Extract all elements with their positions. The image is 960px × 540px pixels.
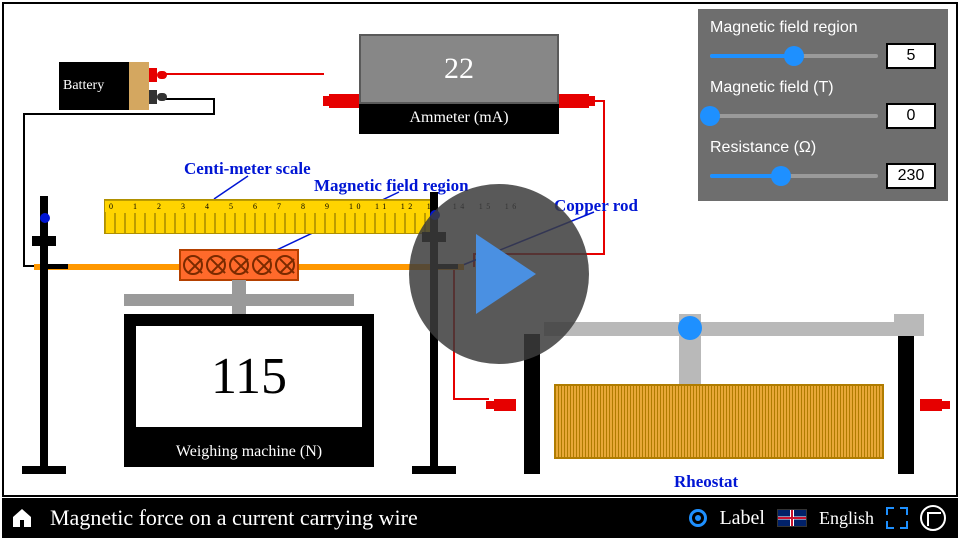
ammeter-plug-right: [559, 94, 589, 108]
value-mf-tesla[interactable]: 0: [886, 103, 936, 129]
home-icon: [10, 506, 34, 530]
value-resistance[interactable]: 230: [886, 163, 936, 189]
label-toggle-radio[interactable]: [689, 509, 707, 527]
control-mf-tesla: Magnetic field (T) 0: [710, 79, 936, 129]
battery: Battery: [59, 62, 129, 110]
rheostat: [514, 314, 924, 469]
simulation-stage: Battery 22 Ammeter (mA) Centi-meter scal…: [2, 2, 958, 497]
stand-marker-left: [40, 213, 50, 223]
slider-resistance[interactable]: [710, 169, 878, 183]
battery-terminal-neg: [149, 90, 157, 104]
slider-mf-region[interactable]: [710, 49, 878, 63]
slider-mf-tesla[interactable]: [710, 109, 878, 123]
ammeter-plug-left: [329, 94, 359, 108]
rheostat-knob[interactable]: [678, 316, 702, 340]
control-mf-tesla-label: Magnetic field (T): [710, 79, 936, 97]
page-title: Magnetic force on a current carrying wir…: [50, 505, 689, 531]
control-resistance-label: Resistance (Ω): [710, 139, 936, 157]
flag-icon: [777, 509, 807, 527]
label-mfregion: Magnetic field region: [314, 176, 469, 196]
home-button[interactable]: [2, 498, 42, 538]
retort-stand-left: [40, 196, 48, 466]
centimeter-scale: 0 1 2 3 4 5 6 7 8 9 10 11 12 13 14 15 16: [104, 199, 434, 234]
bottom-toolbar: Magnetic force on a current carrying wir…: [2, 498, 958, 538]
controls-panel: Magnetic field region 5 Magnetic field (…: [698, 9, 948, 201]
control-mf-region: Magnetic field region 5: [710, 19, 936, 69]
battery-terminal-pos: [149, 68, 157, 82]
label-copper-rod: Copper rod: [554, 196, 638, 216]
ammeter-reading: 22: [359, 34, 559, 104]
fullscreen-button[interactable]: [886, 507, 908, 529]
value-mf-region[interactable]: 5: [886, 43, 936, 69]
control-mf-region-label: Magnetic field region: [710, 19, 936, 37]
language-select[interactable]: English: [819, 508, 874, 529]
ammeter: 22 Ammeter (mA): [359, 34, 559, 134]
rheostat-terminal-left: [494, 399, 516, 411]
label-rheostat: Rheostat: [674, 472, 738, 492]
play-icon: [476, 234, 536, 314]
label-ruler: Centi-meter scale: [184, 159, 311, 179]
weighing-machine: 115 Weighing machine (N): [124, 314, 374, 467]
battery-label: Battery: [63, 78, 104, 94]
rheostat-terminal-right: [920, 399, 942, 411]
play-button[interactable]: [409, 184, 589, 364]
magnetic-field-box: [179, 249, 299, 281]
info-button[interactable]: [920, 505, 946, 531]
label-toggle-text[interactable]: Label: [719, 507, 765, 530]
weighing-unit: Weighing machine (N): [124, 439, 374, 467]
ammeter-unit: Ammeter (mA): [359, 104, 559, 134]
weighing-reading: 115: [124, 314, 374, 439]
control-resistance: Resistance (Ω) 230: [710, 139, 936, 189]
balance-support-base: [124, 294, 354, 306]
